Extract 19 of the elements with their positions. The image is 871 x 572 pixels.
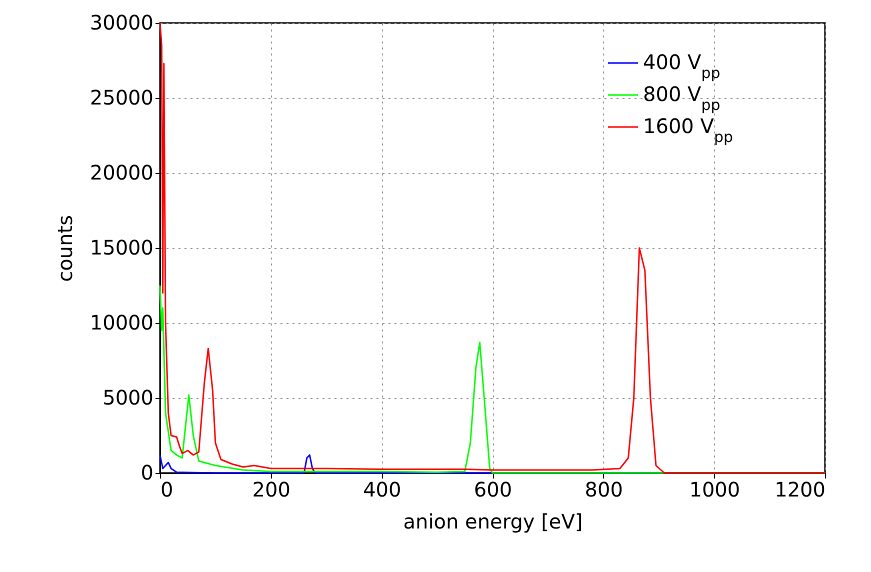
- y-tick-label: 0: [140, 460, 154, 484]
- legend-label: 400 V$_{pp}$: [643, 50, 720, 82]
- legend-label: 800 V$_{pp}$: [643, 82, 720, 114]
- x-axis-title: anion energy [eV]: [403, 510, 583, 534]
- y-tick-label: 25000: [90, 86, 154, 110]
- x-tick-label: 400: [363, 478, 402, 502]
- x-tick-label: 1200: [774, 478, 826, 502]
- y-tick-label: 20000: [90, 160, 154, 184]
- x-tick-label: 1000: [689, 478, 740, 502]
- x-tick-label: 600: [474, 478, 512, 502]
- x-tick-label: 800: [584, 478, 623, 502]
- y-tick-label: 5000: [102, 386, 154, 410]
- y-tick-label: 30000: [90, 10, 154, 34]
- y-tick-label: 15000: [90, 236, 154, 260]
- x-tick-label: 200: [252, 478, 290, 502]
- legend-label: 1600 V$_{pp}$: [643, 114, 733, 146]
- y-tick-label: 10000: [90, 310, 154, 334]
- y-axis-title: counts: [52, 215, 77, 282]
- x-tick-label: 0: [160, 478, 174, 502]
